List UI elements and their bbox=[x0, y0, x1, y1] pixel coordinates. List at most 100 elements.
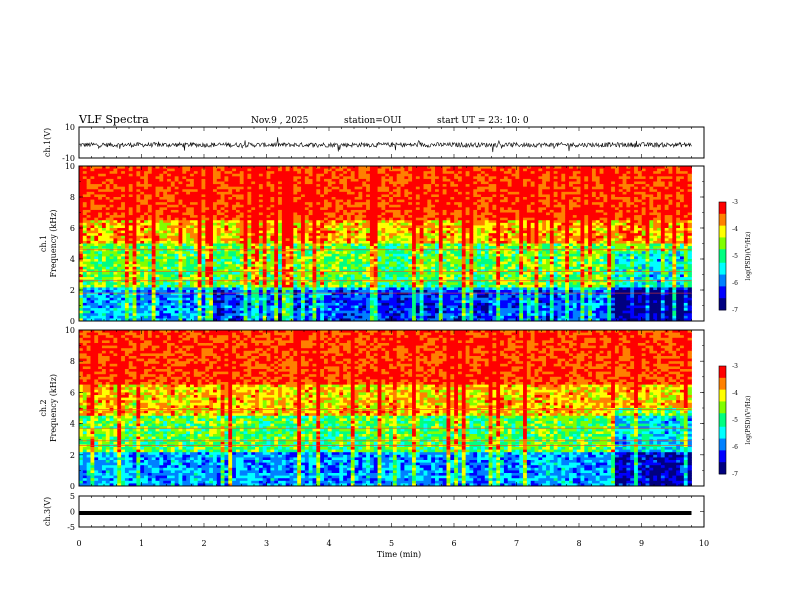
spectrogram-cell bbox=[136, 290, 140, 293]
spectrogram-cell bbox=[190, 264, 194, 267]
spectrogram-cell bbox=[251, 275, 255, 278]
spectrogram-cell bbox=[209, 264, 213, 267]
spectrogram-cell bbox=[133, 259, 137, 262]
spectrogram-cell bbox=[358, 223, 362, 226]
spectrogram-cell bbox=[186, 233, 190, 236]
spectrogram-cell bbox=[121, 306, 125, 309]
spectrogram-cell bbox=[209, 238, 213, 241]
spectrogram-cell bbox=[202, 200, 206, 203]
spectrogram-cell bbox=[228, 197, 232, 200]
spectrogram-cell bbox=[381, 213, 385, 216]
spectrogram-cell bbox=[129, 275, 133, 278]
spectrogram-cell bbox=[159, 218, 163, 221]
spectrogram-cell bbox=[198, 282, 202, 285]
spectrogram-cell bbox=[144, 251, 148, 254]
spectrogram-cell bbox=[133, 313, 137, 316]
spectrogram-cell bbox=[179, 205, 183, 208]
spectrogram-cell bbox=[255, 238, 259, 241]
spectrogram-cell bbox=[152, 184, 156, 187]
spectrogram-cell bbox=[194, 287, 198, 290]
spectrogram-cell bbox=[324, 264, 328, 267]
spectrogram-cell bbox=[117, 295, 121, 298]
spectrogram-cell bbox=[205, 246, 209, 249]
spectrogram-cell bbox=[156, 238, 160, 241]
spectrogram-cell bbox=[144, 313, 148, 316]
spectrogram-cell bbox=[347, 275, 351, 278]
spectrogram-cell bbox=[129, 313, 133, 316]
spectrogram-cell bbox=[355, 290, 359, 293]
spectrogram-cell bbox=[286, 169, 290, 172]
spectrogram-cell bbox=[232, 187, 236, 190]
spectrogram-cell bbox=[190, 202, 194, 205]
spectrogram-cell bbox=[121, 169, 125, 172]
spectrogram-cell bbox=[324, 282, 328, 285]
spectrogram-cell bbox=[286, 218, 290, 221]
spectrogram-cell bbox=[278, 223, 282, 226]
spectrogram-cell bbox=[133, 285, 137, 288]
spectrogram-cell bbox=[205, 272, 209, 275]
spectrogram-cell bbox=[347, 184, 351, 187]
spectrogram-cell bbox=[370, 228, 374, 231]
spectrogram-cell bbox=[98, 192, 102, 195]
spectrogram-cell bbox=[213, 267, 217, 270]
spectrogram-cell bbox=[255, 200, 259, 203]
spectrogram-cell bbox=[328, 174, 332, 177]
spectrogram-cell bbox=[156, 287, 160, 290]
spectrogram-cell bbox=[328, 223, 332, 226]
spectrogram-cell bbox=[305, 238, 309, 241]
spectrogram-cell bbox=[267, 213, 271, 216]
spectrogram-cell bbox=[293, 311, 297, 314]
spectrogram-cell bbox=[179, 184, 183, 187]
spectrogram-cell bbox=[313, 298, 317, 301]
spectrogram-cell bbox=[182, 316, 186, 319]
spectrogram-cell bbox=[259, 218, 263, 221]
spectrogram-cell bbox=[358, 287, 362, 290]
spectrogram-cell bbox=[106, 174, 110, 177]
spectrogram-cell bbox=[156, 308, 160, 311]
spectrogram-cell bbox=[148, 306, 152, 309]
spectrogram-cell bbox=[133, 295, 137, 298]
spectrogram-cell bbox=[190, 290, 194, 293]
spectrogram-cell bbox=[190, 311, 194, 314]
spectrogram-cell bbox=[362, 228, 366, 231]
spectrogram-cell bbox=[171, 184, 175, 187]
spectrogram-cell bbox=[320, 316, 324, 319]
spectrogram-cell bbox=[339, 171, 343, 174]
spectrogram-cell bbox=[144, 269, 148, 272]
spectrogram-cell bbox=[366, 187, 370, 190]
spectrogram-cell bbox=[224, 300, 228, 303]
spectrogram-cell bbox=[186, 290, 190, 293]
spectrogram-cell bbox=[140, 192, 144, 195]
spectrogram-cell bbox=[144, 238, 148, 241]
spectrogram-cell bbox=[175, 213, 179, 216]
spectrogram-cell bbox=[328, 225, 332, 228]
spectrogram-cell bbox=[148, 202, 152, 205]
spectrogram-cell bbox=[290, 277, 294, 280]
spectrogram-cell bbox=[309, 306, 313, 309]
spectrogram-cell bbox=[251, 311, 255, 314]
spectrogram-cell bbox=[98, 176, 102, 179]
spectrogram-cell bbox=[117, 306, 121, 309]
spectrogram-cell bbox=[87, 295, 91, 298]
spectrogram-cell bbox=[186, 308, 190, 311]
spectrogram-cell bbox=[198, 223, 202, 226]
spectrogram-cell bbox=[121, 272, 125, 275]
spectrogram-cell bbox=[113, 231, 117, 234]
spectrogram-cell bbox=[159, 259, 163, 262]
spectrogram-cell bbox=[121, 197, 125, 200]
spectrogram-cell bbox=[232, 287, 236, 290]
spectrogram-cell bbox=[190, 213, 194, 216]
spectrogram-cell bbox=[267, 220, 271, 223]
spectrogram-cell bbox=[102, 213, 106, 216]
spectrogram-cell bbox=[198, 169, 202, 172]
spectrogram-cell bbox=[374, 179, 378, 182]
spectrogram-cell bbox=[278, 174, 282, 177]
spectrogram-cell bbox=[316, 228, 320, 231]
spectrogram-cell bbox=[374, 225, 378, 228]
spectrogram-cell bbox=[351, 249, 355, 252]
spectrogram-cell bbox=[339, 308, 343, 311]
spectrogram-cell bbox=[309, 231, 313, 234]
spectrogram-cell bbox=[198, 189, 202, 192]
spectrogram-cell bbox=[148, 246, 152, 249]
spectrogram-cell bbox=[339, 313, 343, 316]
